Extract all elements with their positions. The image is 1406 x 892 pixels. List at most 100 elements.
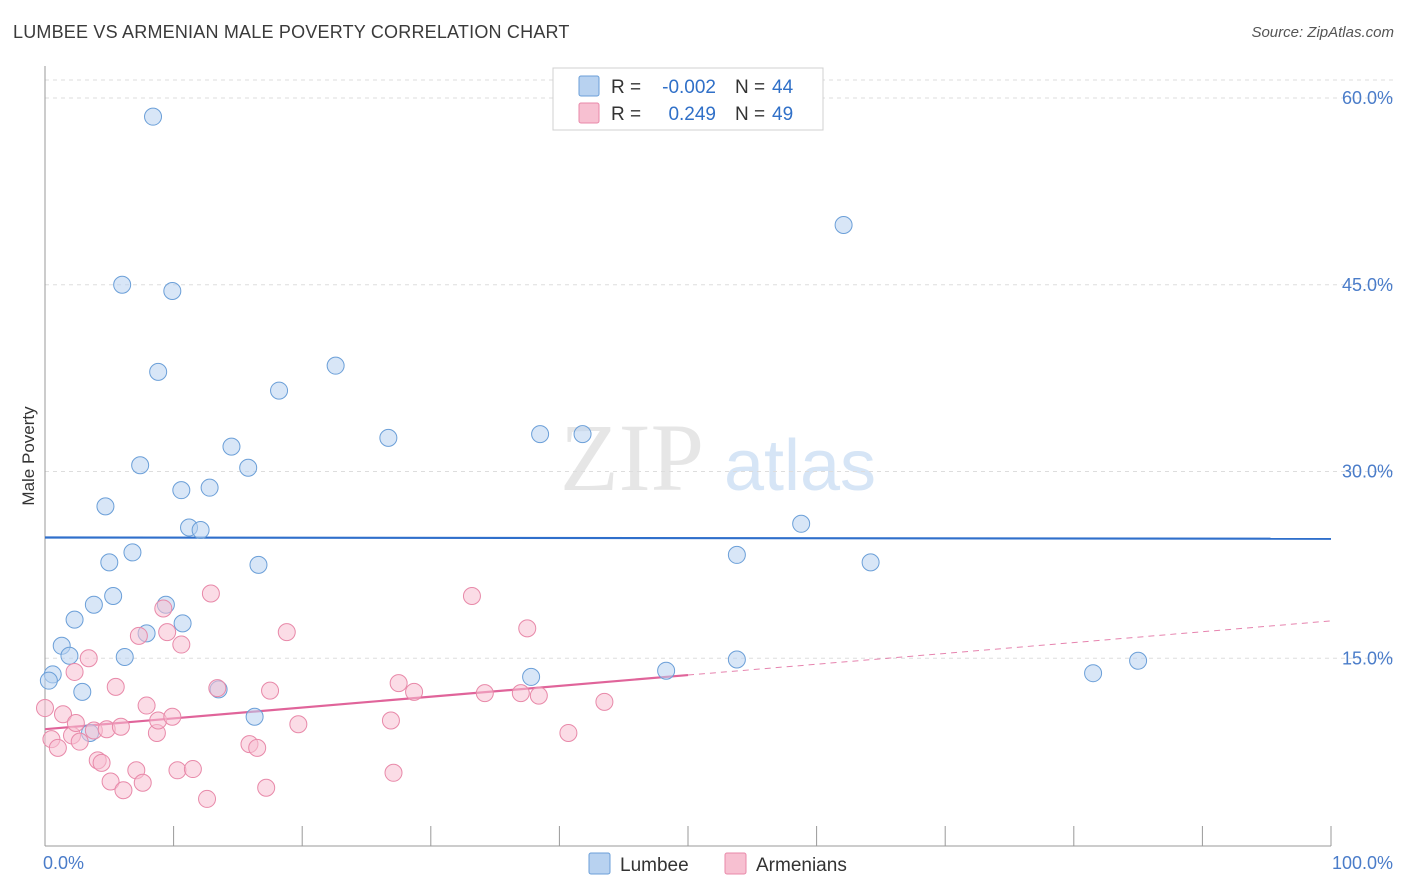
tick-labels: 15.0% 30.0% 45.0% 60.0% 0.0% 100.0% — [43, 88, 1393, 873]
lumbee-point-3 — [149, 362, 168, 381]
armenian-point-48 — [595, 692, 614, 711]
lumbee-point-2 — [163, 281, 182, 300]
legend-swatch-lumbee — [578, 75, 600, 97]
armenian-point-15 — [111, 717, 130, 736]
lumbee-point-14 — [96, 497, 115, 516]
armenian-trend-line-dashed — [687, 620, 1332, 676]
armenian-point-14 — [106, 677, 125, 696]
lumbee-point-18 — [123, 543, 142, 562]
bottom-legend-swatch-lumbee — [588, 852, 611, 875]
legend-r-value-armenians: 0.249 — [668, 104, 716, 125]
lumbee-point-19 — [249, 555, 268, 574]
armenian-point-20 — [137, 696, 156, 715]
armenian-point-38 — [381, 711, 400, 730]
bottom-legend-swatch-armenians — [724, 852, 747, 875]
armenian-point-31 — [208, 679, 227, 698]
armenian-point-25 — [163, 707, 182, 726]
lumbee-point-12 — [172, 481, 191, 500]
lumbee-point-23 — [65, 610, 84, 629]
armenian-point-29 — [198, 789, 217, 808]
armenian-point-8 — [79, 649, 98, 668]
armenian-point-23 — [154, 599, 173, 618]
legend-r-value-lumbee: -0.002 — [662, 77, 716, 98]
armenian-point-13 — [101, 772, 120, 791]
lumbee-point-35 — [522, 667, 541, 686]
y-tick-label-30: 30.0% — [1342, 462, 1393, 482]
watermark-zip: ZIP — [560, 404, 704, 511]
armenian-point-2 — [48, 738, 67, 757]
lumbee-point-8 — [573, 425, 592, 444]
armenian-point-28 — [183, 760, 202, 779]
lumbee-point-16 — [191, 521, 210, 540]
lumbee-point-21 — [84, 595, 103, 614]
armenian-point-30 — [201, 584, 220, 603]
armenian-point-24 — [158, 623, 177, 642]
legend-n-label-lumbee: N = — [735, 77, 765, 98]
lumbee-point-28 — [115, 648, 134, 667]
armenian-point-46 — [529, 686, 548, 705]
lumbee-point-4 — [326, 356, 345, 375]
armenian-point-35 — [261, 681, 280, 700]
armenian-point-19 — [133, 773, 152, 792]
lumbee-point-20 — [104, 587, 123, 605]
legend-r-label-armenians: R = — [611, 104, 641, 125]
bottom-legend: Lumbee Armenians — [588, 852, 847, 876]
armenian-point-7 — [70, 732, 89, 751]
lumbee-point-41 — [727, 650, 746, 669]
lumbee-point-9 — [222, 437, 241, 456]
chart-source: Source: ZipAtlas.com — [1251, 24, 1394, 41]
lumbee-point-11 — [239, 458, 258, 477]
trend-lines — [44, 536, 1332, 731]
lumbee-point-33 — [245, 707, 264, 726]
y-tick-label-15: 15.0% — [1342, 648, 1393, 668]
lumbee-point-37 — [792, 514, 811, 533]
armenian-point-11 — [92, 753, 111, 772]
lumbee-point-27 — [60, 646, 79, 665]
armenian-point-47 — [559, 723, 578, 742]
legend-r-label-lumbee: R = — [611, 77, 641, 98]
lumbee-point-36 — [657, 661, 676, 680]
armenian-point-34 — [257, 778, 276, 797]
lumbee-point-13 — [200, 478, 219, 497]
armenian-point-44 — [511, 684, 530, 703]
armenian-point-6 — [66, 713, 85, 732]
legend-swatch-armenians — [578, 102, 600, 124]
y-axis-title: Male Poverty — [19, 406, 38, 506]
lumbee-trend-line — [44, 536, 1332, 540]
lumbee-point-7 — [531, 425, 550, 444]
armenian-point-42 — [462, 587, 481, 605]
lumbee-point-31 — [73, 682, 92, 701]
y-tick-label-60: 60.0% — [1342, 88, 1393, 108]
gridlines — [45, 79, 1393, 659]
legend-n-label-armenians: N = — [735, 104, 765, 125]
bottom-legend-label-lumbee: Lumbee — [620, 855, 689, 876]
y-tick-label-45: 45.0% — [1342, 275, 1393, 295]
legend-n-value-lumbee: 44 — [772, 77, 794, 98]
lumbee-point-1 — [113, 275, 132, 294]
lumbee-point-39 — [834, 215, 853, 234]
x-tick-label-min: 0.0% — [43, 853, 84, 873]
lumbee-point-0 — [144, 107, 163, 126]
watermark-atlas: atlas — [724, 426, 876, 506]
lumbee-point-5 — [270, 381, 289, 400]
armenian-point-0 — [36, 699, 54, 718]
armenian-point-18 — [129, 626, 148, 645]
data-points — [36, 107, 1148, 808]
lumbee-point-24 — [173, 614, 192, 633]
chart-title: LUMBEE VS ARMENIAN MALE POVERTY CORRELAT… — [13, 22, 570, 42]
armenian-point-39 — [384, 763, 403, 782]
top-legend: R = -0.002 N = 44 R = 0.249 N = 49 — [552, 67, 824, 131]
lumbee-point-17 — [100, 553, 119, 572]
armenian-point-26 — [168, 761, 187, 780]
armenian-point-41 — [405, 682, 424, 701]
armenian-point-37 — [289, 715, 308, 734]
armenian-point-16 — [114, 781, 133, 800]
armenian-point-27 — [172, 635, 191, 654]
lumbee-point-6 — [379, 428, 398, 447]
armenian-point-43 — [475, 684, 494, 703]
armenian-point-5 — [65, 662, 84, 681]
lumbee-point-42 — [1084, 664, 1103, 683]
bottom-legend-label-armenians: Armenians — [756, 855, 847, 876]
armenian-point-45 — [518, 619, 537, 638]
